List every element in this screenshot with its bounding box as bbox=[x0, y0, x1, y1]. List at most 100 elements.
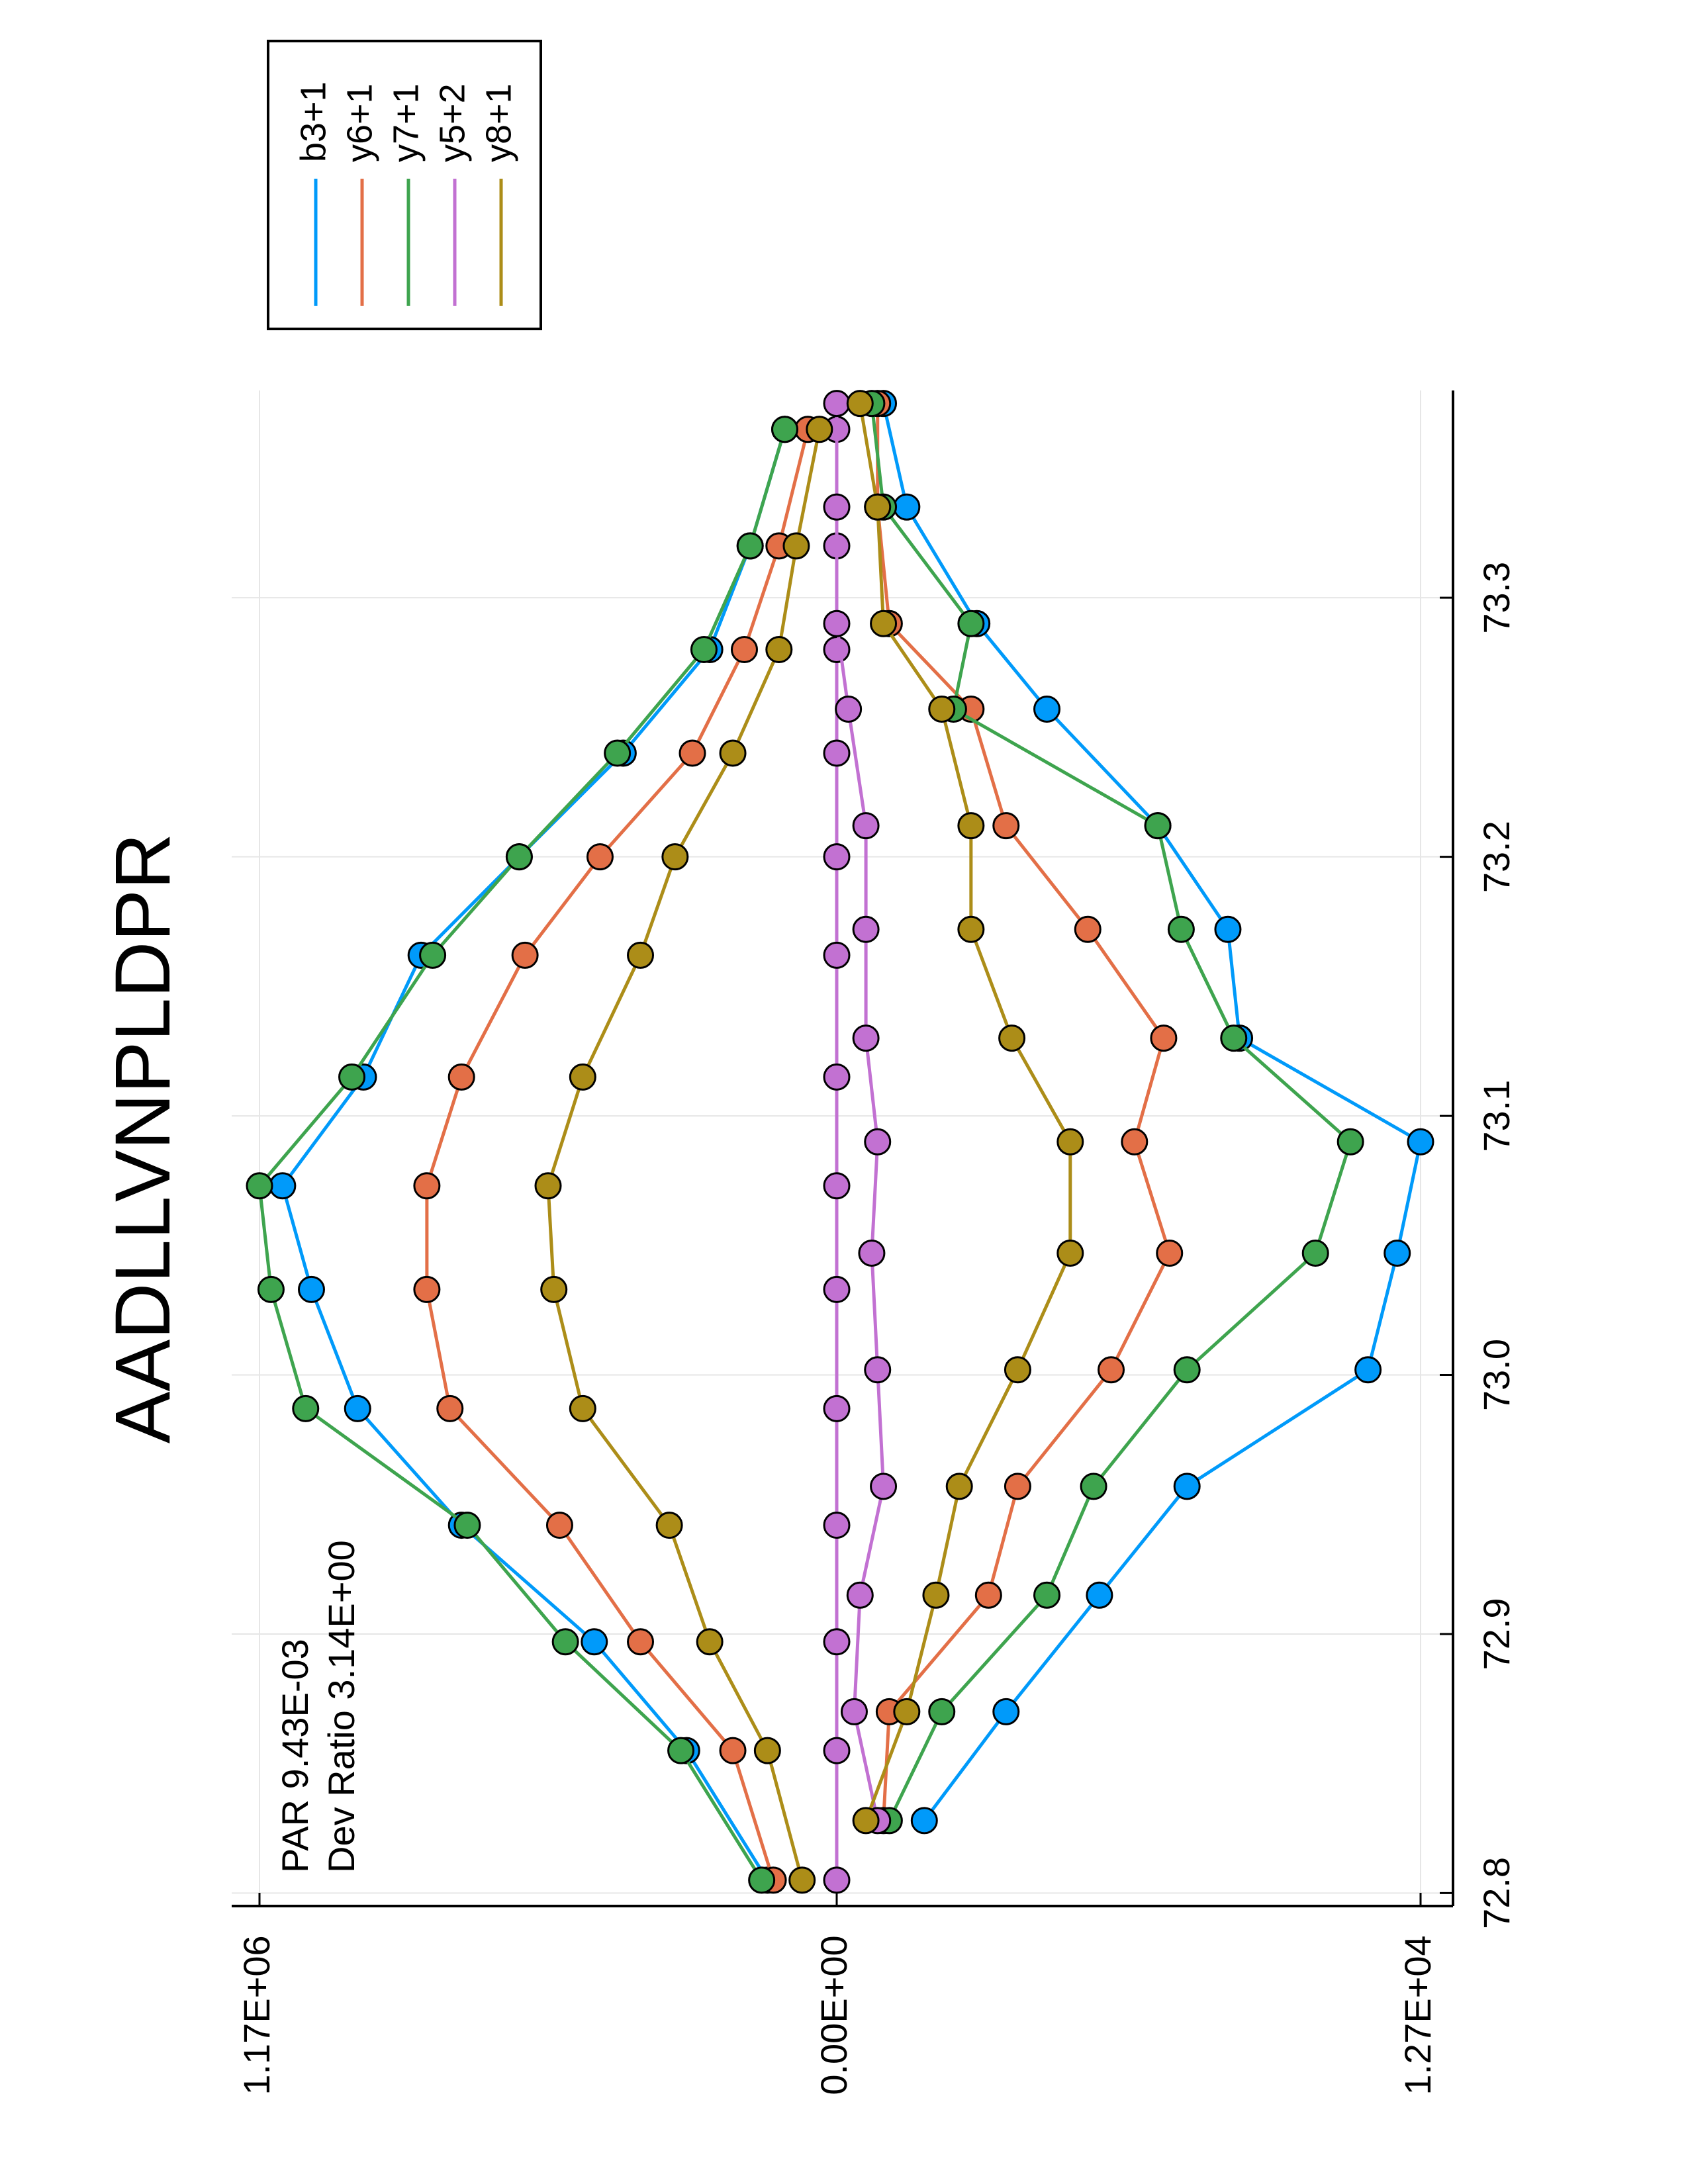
series-point bbox=[974, 1581, 1002, 1609]
series-line-upper bbox=[546, 429, 821, 1881]
series-point bbox=[753, 1737, 781, 1764]
series-point bbox=[679, 739, 706, 767]
x-tick-label: 72.8 bbox=[1476, 1857, 1517, 1929]
series-point bbox=[453, 1512, 481, 1539]
series-line-lower bbox=[876, 403, 1172, 1821]
series-point bbox=[835, 695, 863, 723]
series-point bbox=[730, 635, 758, 663]
series-point bbox=[736, 532, 764, 560]
series-point bbox=[1004, 1356, 1031, 1384]
series-point bbox=[1383, 1240, 1411, 1267]
series-point bbox=[338, 1063, 366, 1091]
series-point bbox=[1354, 1356, 1382, 1384]
series-point bbox=[1301, 1240, 1329, 1267]
series-point bbox=[870, 1473, 898, 1500]
series-point bbox=[1033, 1581, 1061, 1609]
series-point bbox=[765, 635, 793, 663]
y-tick-label: 0.00E+00 bbox=[813, 1935, 855, 2095]
series-point bbox=[1033, 695, 1061, 723]
series-point bbox=[586, 843, 614, 871]
series-line-lower bbox=[882, 403, 1423, 1822]
series-point bbox=[1173, 1356, 1201, 1384]
annotation-par: PAR 9.43E-03 bbox=[274, 1639, 316, 1873]
series-point bbox=[823, 941, 851, 969]
series-line-upper bbox=[281, 429, 786, 1882]
series-point bbox=[823, 493, 851, 521]
series-point bbox=[992, 812, 1020, 840]
legend-label: y5+2 bbox=[432, 83, 472, 162]
series-point bbox=[1004, 1473, 1031, 1500]
series-line-lower bbox=[858, 403, 1072, 1821]
y-tick-label: 1.17E+06 bbox=[236, 1935, 277, 2095]
series-point bbox=[413, 1275, 441, 1303]
text-layer: AADLLVNPLDPR PAR 9.43E-03 Dev Ratio 3.14… bbox=[99, 833, 362, 1873]
series-point bbox=[1167, 915, 1195, 943]
series-point bbox=[719, 739, 747, 767]
legend-label: b3+1 bbox=[293, 81, 333, 162]
series-point bbox=[505, 843, 533, 871]
series-point bbox=[998, 1024, 1026, 1052]
series-point bbox=[257, 1275, 285, 1303]
series-point bbox=[957, 915, 985, 943]
series-point bbox=[581, 1628, 608, 1656]
series-point bbox=[1086, 1581, 1113, 1609]
legend-label: y8+1 bbox=[479, 83, 518, 162]
series-point bbox=[870, 610, 898, 637]
series-line-upper bbox=[258, 429, 786, 1882]
series-point bbox=[719, 1737, 747, 1764]
legend-label: y7+1 bbox=[386, 83, 426, 162]
series-point bbox=[655, 1512, 683, 1539]
series-y8+1 bbox=[534, 390, 1084, 1894]
series-point bbox=[1144, 812, 1172, 840]
series-point bbox=[292, 1394, 320, 1422]
series-point bbox=[788, 1866, 816, 1894]
series-point bbox=[545, 1512, 573, 1539]
series-point bbox=[823, 635, 851, 663]
series-point bbox=[413, 1172, 441, 1200]
legend: b3+1 y6+1 y7+1 y5+2 y8+1 bbox=[267, 40, 542, 330]
series-point bbox=[823, 1172, 851, 1200]
series-point bbox=[852, 1807, 880, 1835]
series-point bbox=[893, 493, 921, 521]
series-point bbox=[922, 1581, 950, 1609]
series-point bbox=[864, 1356, 892, 1384]
series-point bbox=[447, 1063, 475, 1091]
series-point bbox=[823, 1628, 851, 1656]
series-point bbox=[823, 1275, 851, 1303]
series-point bbox=[627, 1628, 655, 1656]
series-point bbox=[1074, 915, 1102, 943]
series-point bbox=[893, 1698, 921, 1725]
series-point bbox=[1056, 1128, 1084, 1156]
axes-layer: 72.8 72.9 73.0 73.1 73.2 73.3 1.17E+06 0.00E+00… bbox=[232, 390, 1517, 2095]
series-point bbox=[696, 1628, 724, 1656]
series-point bbox=[569, 1063, 596, 1091]
series-point bbox=[992, 1698, 1020, 1725]
series-point bbox=[1150, 1024, 1178, 1052]
x-tick-label: 72.9 bbox=[1476, 1598, 1517, 1670]
series-line-lower bbox=[835, 403, 886, 1821]
series-point bbox=[246, 1172, 273, 1200]
series-point bbox=[1056, 1240, 1084, 1267]
series-layer bbox=[246, 390, 1434, 1894]
series-point bbox=[511, 941, 539, 969]
x-tick-label: 73.3 bbox=[1476, 562, 1517, 634]
series-line-upper bbox=[425, 429, 810, 1881]
series-point bbox=[823, 1737, 851, 1764]
series-point bbox=[534, 1172, 562, 1200]
series-point bbox=[1336, 1128, 1364, 1156]
annotation-dev-ratio: Dev Ratio 3.14E+00 bbox=[320, 1540, 362, 1873]
series-point bbox=[1121, 1128, 1149, 1156]
series-point bbox=[1098, 1356, 1125, 1384]
series-point bbox=[957, 610, 985, 637]
series-point bbox=[1407, 1128, 1434, 1156]
series-point bbox=[823, 1394, 851, 1422]
series-line-lower bbox=[870, 403, 1353, 1821]
series-point bbox=[823, 843, 851, 871]
x-tick-label: 73.2 bbox=[1476, 821, 1517, 893]
series-point bbox=[852, 915, 880, 943]
series-point bbox=[661, 843, 689, 871]
series-point bbox=[1220, 1024, 1248, 1052]
series-point bbox=[748, 1866, 776, 1894]
